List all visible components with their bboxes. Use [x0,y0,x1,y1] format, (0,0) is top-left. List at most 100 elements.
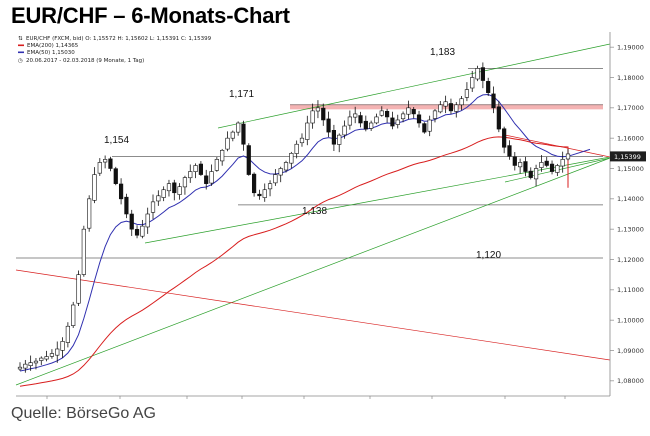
candle-body [533,168,539,180]
candle-body [422,123,427,133]
candle-body [491,93,496,109]
candle-body [549,163,555,172]
chart-title: EUR/CHF – 6-Monats-Chart [11,3,290,28]
candle-body [118,183,124,200]
candle-body [512,156,517,166]
candle-body [321,107,326,121]
candle-body [193,165,198,172]
long-term-downtrend-line [15,269,611,361]
candle-body [353,113,358,118]
candle-body [523,161,528,172]
candle-body [400,113,406,120]
x-tick-label: Jul [42,399,51,400]
info-box: ⇅ EUR/CHF (FXCM, bid) O: 1,15572 H: 1,15… [18,35,212,64]
x-tick-label: Aug [114,399,127,400]
candle-body [390,117,395,127]
candle-body [459,98,464,106]
candle-body [55,348,60,356]
candle-body [438,104,443,113]
candle-body [289,153,294,164]
candle-body [209,171,214,184]
ema200-legend-swatch [18,44,24,47]
candle-body [97,162,102,174]
candle-body [496,106,501,130]
period-label: 20.06.2017 - 02.03.2018 (9 Monate, 1 Tag… [26,58,144,64]
candle-body [565,153,571,160]
info-line: EUR/CHF (FXCM, bid) O: 1,15572 H: 1,1560… [26,36,212,42]
candle-body [177,186,182,195]
candle-body [464,89,470,98]
candle-body [262,189,267,198]
y-tick-label: 1,18000 [617,74,644,82]
candlestick-chart: 1,19000 1,18000 1,17000 1,16000 1,15000 1,140… [15,32,646,400]
y-tick-label: 1,15000 [617,165,644,173]
candle-body [60,341,65,351]
trend-channel-upper [217,43,611,129]
candle-body [251,173,257,194]
x-tick-label: Mär [559,399,572,400]
candle-body [267,183,273,190]
candle-body [305,122,310,140]
candle-body [214,159,219,171]
candle-body [156,195,161,202]
last-price-box [610,151,646,162]
candle-body [299,137,305,144]
level-label: 1,183 [430,47,455,58]
candle-body [49,353,55,357]
candle-body [230,131,235,139]
x-tick-label: Sep [181,399,193,400]
candle-body [257,193,262,197]
candle-body [140,225,145,237]
candle-body [44,356,49,360]
candle-body [220,150,225,162]
info-settings-icon[interactable]: ⇅ [18,35,23,42]
candle-body [427,119,432,132]
candle-body [33,360,39,364]
candle-body [342,125,347,136]
candle-body [374,116,379,124]
ema200-legend-label: EMA(200) 1,14365 [27,43,79,49]
candle-body [331,130,337,145]
y-tick-label: 1,16000 [617,134,644,142]
level-label: 1,120 [476,250,501,261]
y-tick-label: 1,12000 [617,256,644,264]
candle-body [315,107,321,112]
candle-body [448,103,454,112]
candle-body [379,110,384,116]
plot-area [16,32,610,396]
candle-body [150,201,156,213]
candle-body [198,163,203,175]
clock-icon: ◷ [18,58,23,64]
candle-body [166,183,172,192]
y-tick-label: 1,13000 [617,225,644,233]
candle-body [310,110,315,124]
candle-body [17,366,23,370]
x-tick-label: Dez [364,399,377,400]
candle-body [182,177,188,188]
ema50-line [19,93,591,372]
candle-body [273,174,278,184]
x-tick-label: Jan '18 [420,399,443,400]
candle-body [241,123,246,145]
candle-body [278,168,283,176]
candle-body [507,145,512,157]
candle-body [134,229,140,236]
ema50-legend-swatch [18,51,24,54]
candle-body [92,174,97,201]
candle-body [172,182,177,194]
candle-body [560,159,565,167]
candle-body [23,363,28,369]
resistance-band [290,104,603,110]
candle-body [204,175,209,184]
candle-body [145,213,150,228]
y-tick-label: 1,09000 [617,347,644,355]
candle-body [406,107,411,115]
y-tick-label: 1,11000 [617,286,644,294]
candle-body [416,114,422,124]
candle-body [188,171,193,179]
candle-body [528,170,533,178]
candle-body [486,81,491,93]
candle-body [385,110,390,118]
candle-body [161,189,166,198]
candle-body [470,77,475,89]
